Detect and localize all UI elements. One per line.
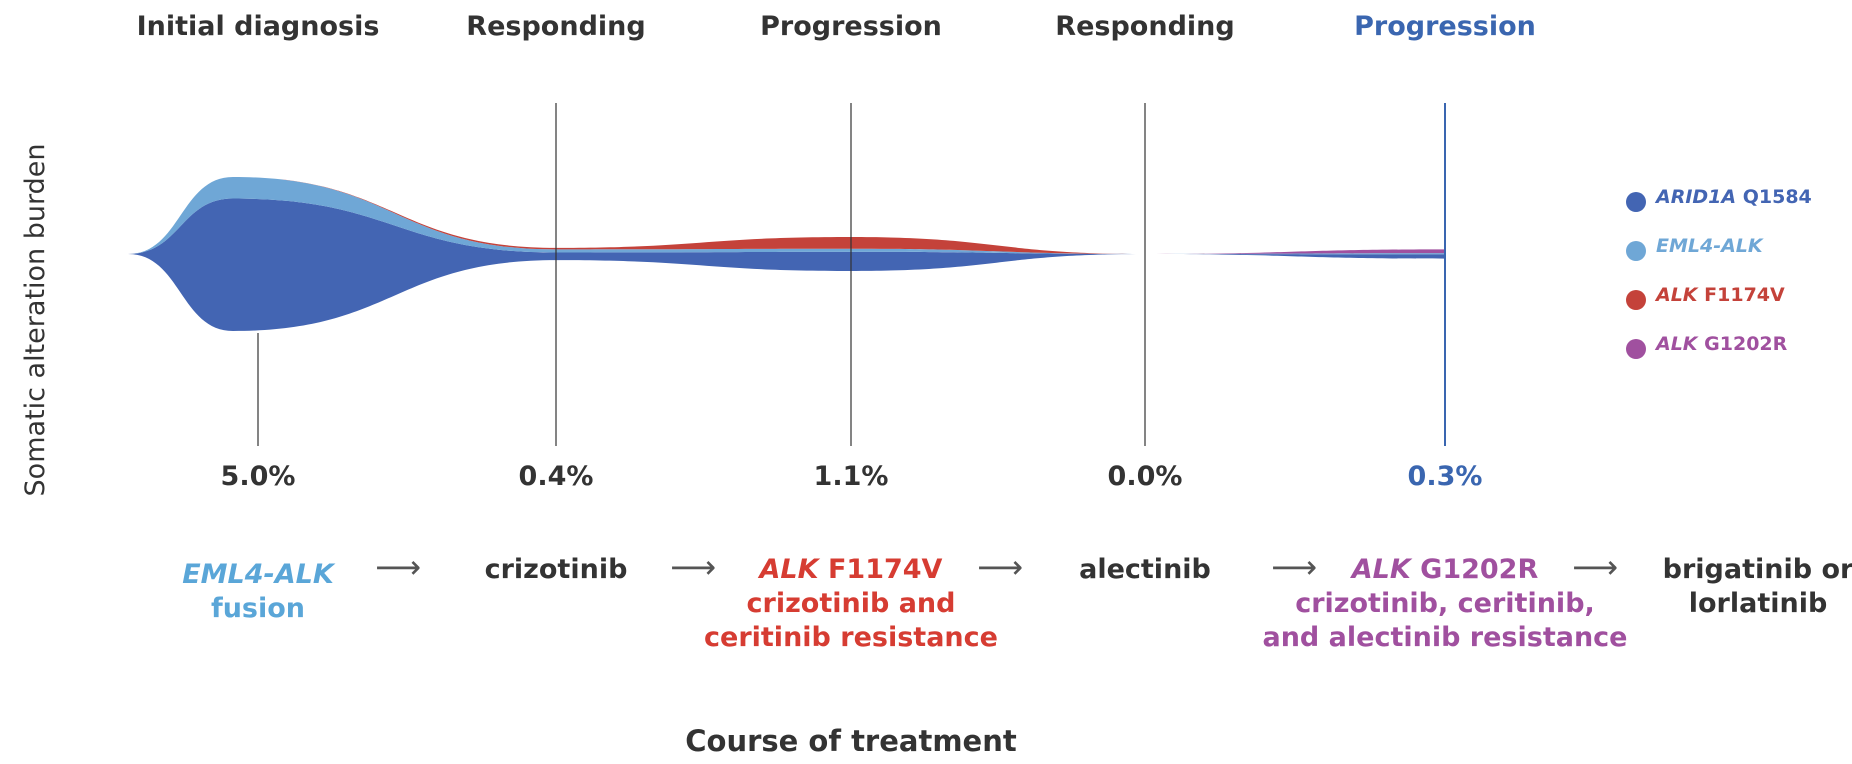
burden-value-label: 0.3% xyxy=(1408,461,1483,492)
y-axis-label: Somatic alteration burden xyxy=(20,144,51,497)
burden-value-label: 0.0% xyxy=(1108,461,1183,492)
burden-value-label: 0.4% xyxy=(519,461,594,492)
annotation-line: crizotinib, ceritinib, xyxy=(1295,588,1595,619)
legend-swatch xyxy=(1626,241,1646,261)
arrow-icon: ⟶ xyxy=(1271,548,1317,586)
annotation-line: lorlatinib xyxy=(1689,588,1828,619)
annotation-line: ALK G1202R xyxy=(1350,554,1539,585)
arid1a-area xyxy=(128,198,1445,331)
arrow-icon: ⟶ xyxy=(977,548,1023,586)
annotation-line: ceritinib resistance xyxy=(704,622,998,653)
arrow-icon: ⟶ xyxy=(1572,548,1618,586)
legend: ARID1A Q1584 EML4-ALK ALK F1174V ALK G1202R xyxy=(1626,186,1812,359)
legend-entry: ARID1A Q1584 xyxy=(1654,186,1812,208)
annotation-line: and alectinib resistance xyxy=(1262,622,1627,653)
phase-label: Initial diagnosis xyxy=(137,11,380,42)
phase-label: Responding xyxy=(466,11,645,42)
annotation-line: ALK F1174V xyxy=(758,554,943,585)
arrow-icon: ⟶ xyxy=(670,548,716,586)
legend-entry: ALK F1174V xyxy=(1654,284,1785,306)
annotation-line: fusion xyxy=(211,593,305,624)
annotation-line: brigatinib or xyxy=(1663,554,1852,585)
phase-labels: Initial diagnosis Responding Progression Re… xyxy=(137,11,1536,42)
burden-value-label: 5.0% xyxy=(221,461,296,492)
legend-swatch xyxy=(1626,290,1646,310)
annotation-line: EML4-ALK xyxy=(182,559,336,590)
arrow-icon: ⟶ xyxy=(375,548,421,586)
legend-swatch xyxy=(1626,192,1646,212)
annotation-line: crizotinib xyxy=(485,554,628,585)
fishplot-areas xyxy=(128,177,1445,331)
eml4-alk-area xyxy=(128,177,1445,255)
phase-label: Progression xyxy=(1354,11,1536,42)
legend-swatch xyxy=(1626,339,1646,359)
timepoint-dividers xyxy=(257,103,1446,446)
burden-value-label: 1.1% xyxy=(814,461,889,492)
legend-entry: ALK G1202R xyxy=(1654,333,1788,355)
burden-value-labels: 5.0% 0.4% 1.1% 0.0% 0.3% xyxy=(221,461,1483,492)
x-axis-label: Course of treatment xyxy=(685,724,1017,758)
annotation-line: alectinib xyxy=(1079,554,1211,585)
alk-f1174v-area xyxy=(128,177,1445,254)
annotation-line: crizotinib and xyxy=(747,588,956,619)
phase-label: Progression xyxy=(760,11,942,42)
phase-label: Responding xyxy=(1055,11,1234,42)
legend-entry: EML4-ALK xyxy=(1656,235,1764,257)
